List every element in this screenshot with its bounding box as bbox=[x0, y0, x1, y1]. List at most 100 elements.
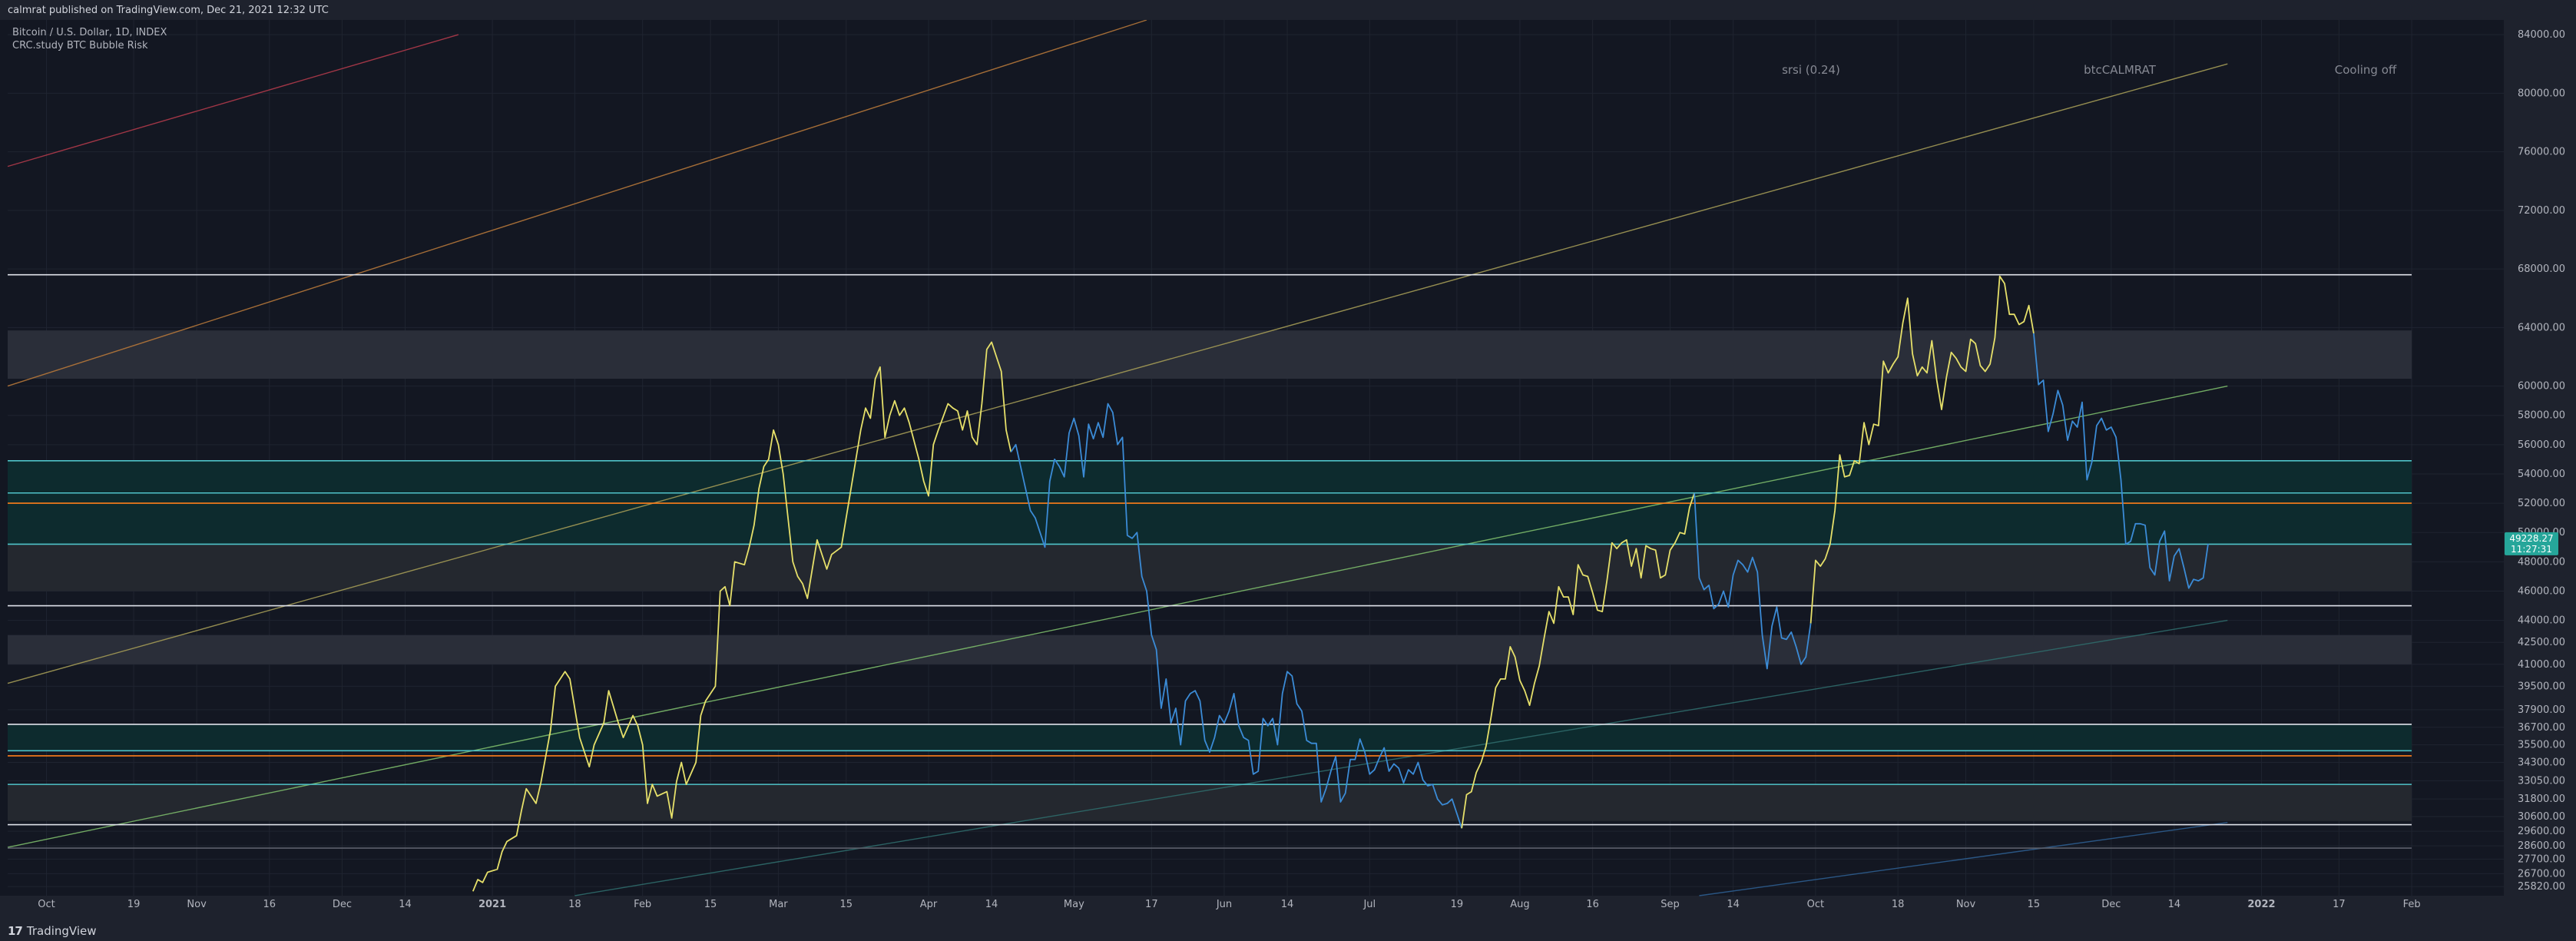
time-tick-label: 18 bbox=[1892, 899, 1905, 910]
time-tick-label: May bbox=[1064, 899, 1084, 910]
time-tick-label: 17 bbox=[1145, 899, 1158, 910]
time-tick-label: Mar bbox=[769, 899, 788, 910]
price-tick-label: 42500.00 bbox=[2518, 637, 2565, 648]
time-tick-label: 19 bbox=[127, 899, 141, 910]
price-series bbox=[472, 275, 2209, 892]
price-tick-label: 33050.00 bbox=[2518, 775, 2565, 787]
indicator-annotation: Cooling off bbox=[2335, 63, 2397, 77]
chart-legend: Bitcoin / U.S. Dollar, 1D, INDEX CRC.stud… bbox=[12, 27, 167, 51]
time-tick-label: 17 bbox=[2333, 899, 2346, 910]
price-tick-label: 41000.00 bbox=[2518, 659, 2565, 671]
price-zone bbox=[8, 635, 2412, 664]
time-tick-label: 14 bbox=[1281, 899, 1294, 910]
time-tick-label: 2021 bbox=[478, 899, 506, 910]
price-series-line bbox=[472, 341, 1012, 892]
time-tick-label: 14 bbox=[985, 899, 998, 910]
time-tick-label: 2022 bbox=[2247, 899, 2275, 910]
time-tick-label: Jul bbox=[1362, 899, 1376, 910]
price-tick-label: 37900.00 bbox=[2518, 704, 2565, 716]
price-tick-label: 28600.00 bbox=[2518, 840, 2565, 852]
time-tick-label: Aug bbox=[1510, 899, 1529, 910]
time-tick-label: Sep bbox=[1660, 899, 1680, 910]
price-tick-label: 44000.00 bbox=[2518, 615, 2565, 627]
time-tick-label: 14 bbox=[399, 899, 412, 910]
price-zone bbox=[8, 544, 2412, 591]
price-tick-label: 52000.00 bbox=[2518, 498, 2565, 509]
trend-line bbox=[7, 63, 2228, 684]
time-tick-label: Feb bbox=[2403, 899, 2421, 910]
price-axis[interactable]: 84000.00 80000.00 76000.00 72000.00 68000.00… bbox=[2518, 29, 2565, 893]
time-tick-label: Dec bbox=[333, 899, 352, 910]
price-tick-label: 48000.00 bbox=[2518, 556, 2565, 568]
price-zones bbox=[8, 330, 2412, 821]
time-tick-label: 14 bbox=[2168, 899, 2181, 910]
price-axis-background bbox=[2504, 20, 2576, 919]
time-tick-label: Dec bbox=[2101, 899, 2121, 910]
tradingview-logo[interactable]: 17 TradingView bbox=[8, 924, 97, 938]
tradingview-logo-text: TradingView bbox=[26, 924, 97, 938]
tradingview-logo-icon: 17 bbox=[8, 924, 23, 938]
price-series-line bbox=[1809, 275, 2035, 624]
time-tick-label: Feb bbox=[634, 899, 651, 910]
price-chart[interactable]: 84000.00 80000.00 76000.00 72000.00 68000.00… bbox=[0, 0, 2576, 919]
time-axis[interactable]: Oct 19 Nov 16 Dec 14 2021 18 Feb 15 Mar 15 Apr 14 May 1… bbox=[38, 899, 2420, 910]
price-tick-label: 58000.00 bbox=[2518, 410, 2565, 422]
time-tick-label: 14 bbox=[1727, 899, 1740, 910]
price-tick-label: 34300.00 bbox=[2518, 757, 2565, 769]
trend-line bbox=[7, 19, 1147, 387]
time-tick-label: 16 bbox=[1586, 899, 1599, 910]
time-tick-label: Oct bbox=[1807, 899, 1824, 910]
time-tick-label: 15 bbox=[839, 899, 853, 910]
current-price-value: 49228.27 bbox=[2509, 533, 2553, 544]
time-tick-label: Oct bbox=[38, 899, 55, 910]
time-axis-background bbox=[0, 896, 2504, 919]
price-zone bbox=[8, 460, 2412, 545]
indicator-annotation: srsi (0.24) bbox=[1782, 63, 1840, 77]
price-tick-label: 31800.00 bbox=[2518, 794, 2565, 805]
price-tick-label: 64000.00 bbox=[2518, 322, 2565, 333]
time-tick-label: 15 bbox=[704, 899, 717, 910]
price-tick-label: 80000.00 bbox=[2518, 88, 2565, 99]
price-tick-label: 60000.00 bbox=[2518, 381, 2565, 393]
legend-entry: Bitcoin / U.S. Dollar, 1D, INDEX bbox=[12, 27, 167, 38]
price-tick-label: 84000.00 bbox=[2518, 29, 2565, 41]
price-tick-label: 56000.00 bbox=[2518, 439, 2565, 451]
time-tick-label: Nov bbox=[1956, 899, 1976, 910]
current-price-box bbox=[2505, 532, 2558, 555]
publisher-line: calmrat published on TradingView.com, De… bbox=[8, 5, 329, 16]
price-tick-label: 30600.00 bbox=[2518, 811, 2565, 823]
legend-entry: CRC.study BTC Bubble Risk bbox=[12, 40, 148, 51]
time-tick-label: 15 bbox=[2028, 899, 2041, 910]
price-tick-label: 27700.00 bbox=[2518, 853, 2565, 865]
price-tick-label: 68000.00 bbox=[2518, 263, 2565, 275]
price-zone bbox=[8, 724, 2412, 751]
price-series-line bbox=[2033, 333, 2209, 589]
time-tick-label: Jun bbox=[1216, 899, 1232, 910]
price-tick-label: 54000.00 bbox=[2518, 469, 2565, 480]
price-zone bbox=[8, 330, 2412, 379]
price-tick-label: 46000.00 bbox=[2518, 585, 2565, 597]
current-price-countdown: 11:27:31 bbox=[2511, 544, 2552, 555]
trend-line bbox=[574, 619, 2228, 896]
price-tick-label: 26700.00 bbox=[2518, 868, 2565, 880]
time-tick-label: Nov bbox=[187, 899, 207, 910]
time-tick-label: 18 bbox=[568, 899, 581, 910]
price-tick-label: 35500.00 bbox=[2518, 740, 2565, 751]
price-tick-label: 29600.00 bbox=[2518, 826, 2565, 837]
trend-line bbox=[1699, 821, 2228, 896]
indicator-annotations: srsi (0.24) btcCALMRAT Cooling off bbox=[1782, 63, 2397, 77]
price-series-line bbox=[1461, 492, 1695, 829]
indicator-annotation: btcCALMRAT bbox=[2084, 63, 2157, 77]
price-tick-label: 72000.00 bbox=[2518, 205, 2565, 217]
price-series-line bbox=[1010, 403, 1463, 829]
time-tick-label: 16 bbox=[263, 899, 276, 910]
footer-bar: 17 TradingView bbox=[0, 919, 2576, 941]
price-tick-label: 36700.00 bbox=[2518, 722, 2565, 734]
trend-line bbox=[7, 34, 459, 167]
publish-header: calmrat published on TradingView.com, De… bbox=[0, 0, 2576, 20]
time-tick-label: Apr bbox=[920, 899, 938, 910]
time-tick-label: 19 bbox=[1451, 899, 1464, 910]
price-zone bbox=[8, 784, 2412, 821]
price-tick-label: 76000.00 bbox=[2518, 147, 2565, 158]
price-tick-label: 39500.00 bbox=[2518, 681, 2565, 692]
